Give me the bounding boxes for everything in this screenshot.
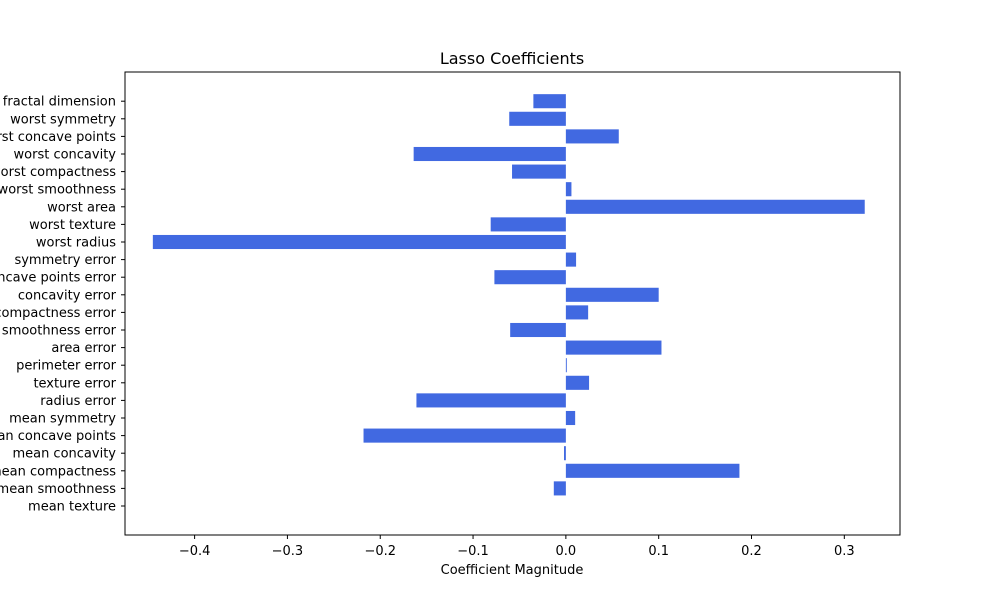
bar [494,270,566,285]
bars-group [152,94,865,496]
y-tick-label: worst fractal dimension [0,95,116,110]
y-tick-label: texture error [33,376,116,391]
bar [533,94,566,109]
y-tick-label: worst symmetry [10,112,116,127]
bar [565,129,619,144]
y-tick-label: worst concavity [14,148,117,163]
y-tick-label: worst radius [36,236,116,251]
x-tick-label: 0.1 [648,544,669,559]
y-tick-label: symmetry error [14,253,116,268]
y-tick-label: radius error [40,394,116,409]
x-tick-label: −0.1 [457,544,489,559]
y-tick-label: compactness error [0,306,117,321]
y-tick-label: perimeter error [16,359,117,374]
y-tick-label: mean symmetry [9,412,116,427]
bar [565,252,577,267]
bar [565,340,662,355]
bar [565,358,567,373]
y-tick-label: worst compactness [0,165,116,180]
bar [565,375,590,390]
y-tick-label: mean concave points [0,429,116,444]
y-axis-ticks: mean texture mean smoothness mean compactn… [0,95,125,515]
bar [413,146,566,162]
y-tick-label: worst concave points [0,130,116,145]
y-tick-label: mean concavity [12,447,116,462]
bar [490,217,566,232]
x-tick-label: −0.2 [364,544,396,559]
bar [553,481,566,496]
y-tick-label: concave points error [0,271,117,286]
y-tick-label: mean smoothness [0,482,116,497]
y-tick-label: worst texture [29,218,116,233]
bar [509,111,566,126]
y-tick-label: mean texture [28,500,116,515]
x-tick-label: −0.3 [272,544,304,559]
bar [363,428,566,443]
x-tick-label: 0.3 [834,544,855,559]
bar [565,287,659,302]
x-axis-ticks: −0.4 −0.3 −0.2 −0.1 0.0 0.1 0.2 0.3 [179,535,855,559]
bar [565,410,576,426]
x-tick-label: −0.4 [179,544,211,559]
bar [416,393,566,408]
bar [152,234,566,250]
bar [564,446,566,461]
x-axis-label: Coefficient Magnitude [441,563,584,578]
bar [512,164,566,179]
chart-title: Lasso Coefficients [440,49,584,68]
x-tick-label: 0.0 [556,544,577,559]
bar [565,182,572,197]
bar [565,199,865,214]
y-tick-label: mean compactness [0,464,116,479]
bar [510,322,566,338]
y-tick-label: smoothness error [2,324,117,339]
x-tick-label: 0.2 [741,544,762,559]
plot-frame [124,71,901,536]
bar [565,305,589,320]
bar [565,463,740,478]
y-tick-label: concavity error [18,288,117,303]
y-tick-label: worst area [47,200,116,215]
y-tick-label: worst smoothness [0,183,116,198]
y-tick-label: area error [51,341,116,356]
